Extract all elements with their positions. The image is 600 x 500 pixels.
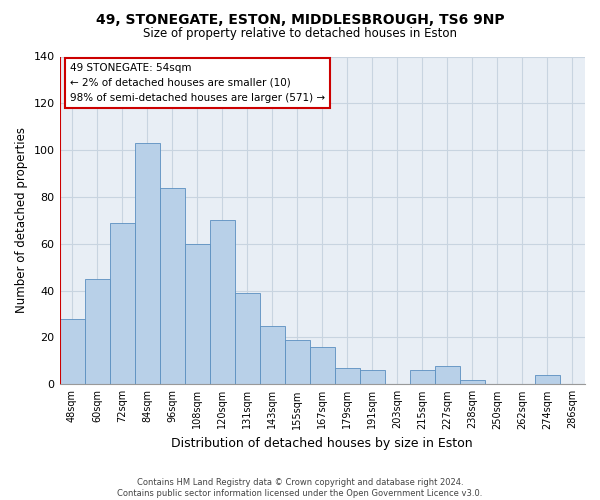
- Bar: [285, 340, 310, 384]
- Y-axis label: Number of detached properties: Number of detached properties: [15, 128, 28, 314]
- Text: Size of property relative to detached houses in Eston: Size of property relative to detached ho…: [143, 28, 457, 40]
- Bar: [59, 318, 85, 384]
- Bar: [209, 220, 235, 384]
- Bar: [460, 380, 485, 384]
- Bar: [85, 279, 110, 384]
- Bar: [235, 293, 260, 384]
- Bar: [535, 375, 560, 384]
- Text: Contains HM Land Registry data © Crown copyright and database right 2024.
Contai: Contains HM Land Registry data © Crown c…: [118, 478, 482, 498]
- Bar: [435, 366, 460, 384]
- Bar: [160, 188, 185, 384]
- Bar: [410, 370, 435, 384]
- Text: 49, STONEGATE, ESTON, MIDDLESBROUGH, TS6 9NP: 49, STONEGATE, ESTON, MIDDLESBROUGH, TS6…: [95, 12, 505, 26]
- Bar: [185, 244, 209, 384]
- Bar: [260, 326, 285, 384]
- Bar: [335, 368, 360, 384]
- X-axis label: Distribution of detached houses by size in Eston: Distribution of detached houses by size …: [172, 437, 473, 450]
- Text: 49 STONEGATE: 54sqm
← 2% of detached houses are smaller (10)
98% of semi-detache: 49 STONEGATE: 54sqm ← 2% of detached hou…: [70, 63, 325, 102]
- Bar: [134, 143, 160, 384]
- Bar: [360, 370, 385, 384]
- Bar: [310, 347, 335, 385]
- Bar: [110, 222, 134, 384]
